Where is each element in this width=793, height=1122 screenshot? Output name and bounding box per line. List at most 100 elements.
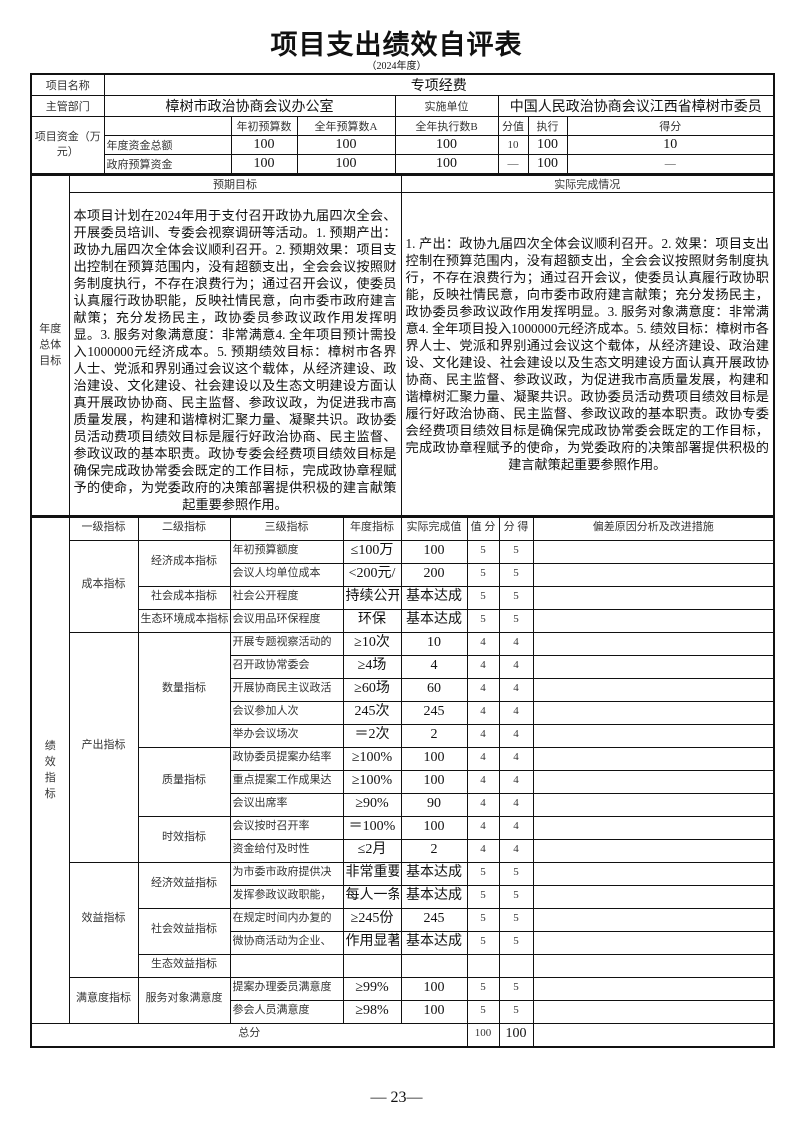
total-score-text: 100: [505, 1025, 527, 1041]
score-text: 5: [513, 543, 519, 556]
score: 4: [498, 838, 534, 863]
score-text: 4: [513, 704, 519, 717]
level2-indicator-text: 服务对象满意度: [145, 992, 223, 1004]
indicator-row: 重点提案工作成果达 ≥100% 100 4 4: [31, 769, 775, 794]
level3-indicator: 开展专题视察活动的: [229, 631, 344, 656]
annual-target-text: [346, 955, 399, 976]
score: 5: [498, 608, 534, 633]
basic-info-table: 项目名称 专项经费 主管部门 樟树市政治协商会议办公室 实施单位 中国人民政治协…: [30, 73, 775, 175]
annual-target: ≥90%: [342, 792, 402, 817]
level3-indicator-text: 微协商活动为企业、: [232, 934, 332, 947]
level1-indicator: 成本指标: [68, 539, 139, 633]
deviation-analysis: [532, 815, 775, 840]
deviation-analysis: [532, 700, 775, 725]
level2-indicator-text: 生态环境成本指标: [140, 612, 228, 625]
level1-indicator-text: 满意度指标: [76, 992, 131, 1004]
weight-text: [470, 955, 497, 976]
impl-label: 实施单位: [394, 95, 499, 117]
level3-indicator: 社会公开程度: [229, 585, 344, 610]
weight-text: 5: [480, 865, 486, 878]
total-label-text: 总分: [238, 1026, 261, 1039]
deviation-analysis: [532, 861, 775, 886]
funds-header-row: 项目资金（万元） 年初预算数 全年预算数A 全年执行数B 分值 执行 得分: [30, 116, 775, 174]
annual-target: 每人一条: [342, 884, 402, 909]
level2-indicator-text: 生态效益指标: [151, 957, 217, 970]
level3-indicator: 政协委员提案办结率: [229, 746, 344, 771]
deviation-analysis: [532, 677, 775, 702]
level3-indicator: 会议用品环保程度: [229, 608, 344, 633]
score: 4: [498, 746, 534, 771]
level2-indicator: 经济成本指标: [137, 539, 231, 587]
funds-header: 分值: [497, 116, 529, 136]
actual-value: [400, 953, 468, 978]
level3-indicator: 重点提案工作成果达: [229, 769, 344, 794]
weight: 5: [466, 907, 500, 932]
annual-target: 环保: [342, 608, 402, 633]
actual-value: 90: [400, 792, 468, 817]
funds-initial: 100: [230, 135, 298, 155]
weight-text: 4: [480, 750, 486, 763]
annual-target-text: ≤2月: [357, 841, 387, 857]
annual-target: ＝2次: [342, 723, 402, 748]
level3-indicator-text: 发挥参政议政职能，: [232, 888, 332, 901]
indicator-row: 会议出席率 ≥90% 90 4 4: [31, 792, 775, 817]
score-text: 4: [513, 727, 519, 740]
actual-value-text: 基本达成: [406, 933, 462, 949]
level3-indicator: 举办会议场次: [229, 723, 344, 748]
actual-value-text: 基本达成: [406, 864, 462, 880]
actual-value: 基本达成: [400, 861, 468, 886]
funds-header-blank: [103, 116, 232, 136]
weight: 5: [466, 884, 500, 909]
weight: 5: [466, 539, 500, 564]
indicator-row: 会议人均单位成本 <200元/200 5 5: [31, 562, 775, 587]
score: 5: [498, 976, 534, 1001]
annual-target: ≥98%: [342, 999, 402, 1024]
score: 5: [498, 539, 534, 564]
funds-rate: 100: [527, 154, 568, 174]
weight-text: 5: [480, 1003, 486, 1016]
actual-value: 100: [400, 769, 468, 794]
indicator-row: 效益指标 经济效益指标 为市委市政府提供决 非常重要 基本达成 5 5: [31, 861, 775, 978]
level3-indicator-text: 社会公开程度: [232, 589, 299, 602]
level1-indicator: 效益指标: [68, 861, 139, 978]
weight-text: 4: [480, 704, 486, 717]
weight-text: 5: [480, 980, 486, 993]
weight-text: 5: [480, 911, 486, 924]
level3-indicator-text: 在规定时间内办复的: [232, 911, 332, 924]
annual-target-text: 作用显著: [345, 933, 399, 949]
annual-target: ≥245份: [342, 907, 402, 932]
score-text: 4: [513, 773, 519, 786]
annual-target-text: 245次: [354, 703, 390, 719]
level2-indicator-text: 质量指标: [162, 773, 206, 786]
level3-indicator-text: 会议用品环保程度: [232, 612, 321, 625]
level3-indicator-text: 开展专题视察活动的: [232, 635, 332, 648]
weight: 4: [466, 723, 500, 748]
expected-goals-text: 本项目计划在2024年用于支付召开政协九届四次全会、开展委员培训、专委会视察调研…: [68, 191, 402, 516]
level2-indicator: 经济效益指标: [137, 861, 231, 909]
goals-label: 年度总体目标: [30, 174, 70, 516]
indicators-label-text: 绩效指标: [44, 740, 56, 800]
project-name-label: 项目名称: [30, 73, 105, 96]
funds-weight: 10: [497, 135, 529, 155]
annual-target: ≥10次: [342, 631, 402, 656]
actual-value-text: [404, 955, 465, 976]
level3-indicator: 在规定时间内办复的: [229, 907, 344, 932]
level2-indicator: 生态效益指标: [137, 953, 231, 978]
level3-indicator-text: 政协委员提案办结率: [232, 750, 332, 763]
actual-value-text: 100: [423, 1002, 445, 1018]
score-text: 5: [513, 888, 519, 901]
level2-indicator: 服务对象满意度: [137, 976, 231, 1024]
level3-indicator: 会议参加人次: [229, 700, 344, 725]
level3-indicator: 会议按时召开率: [229, 815, 344, 840]
actual-value: 100: [400, 999, 468, 1024]
weight-text: 5: [480, 543, 486, 556]
indicator-column-header-text: 一级指标: [81, 520, 126, 533]
indicator-row: 举办会议场次 ＝2次 2 4 4: [31, 723, 775, 748]
indicator-row: 生态效益指标: [31, 953, 775, 978]
page-title: 项目支出绩效自评表: [270, 30, 523, 61]
level1-indicator-text: 效益指标: [81, 911, 126, 924]
dept-label: 主管部门: [30, 95, 105, 117]
level3-indicator: 参会人员满意度: [229, 999, 344, 1024]
deviation-analysis: [532, 585, 775, 610]
actual-value-text: 100: [423, 749, 445, 765]
